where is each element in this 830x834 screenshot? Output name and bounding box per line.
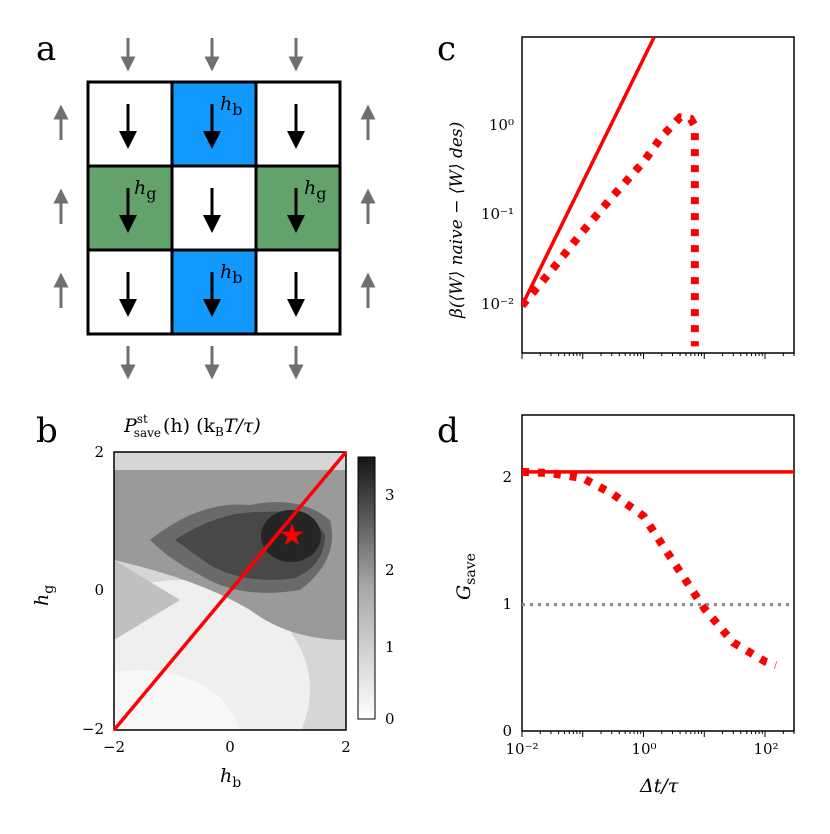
cell-r0-c2 <box>254 80 342 168</box>
heatmap-contour <box>114 670 239 730</box>
series-dotted <box>522 113 699 347</box>
panel-b-x-ticks: −2 0 2 <box>103 738 351 756</box>
panel-a-letter: a <box>36 29 56 69</box>
y-tick: 10⁻² <box>481 295 514 313</box>
panel-b-y-ticks: −2 0 2 <box>82 443 104 738</box>
colorbar-tick: 1 <box>385 638 395 656</box>
colorbar-tick: 0 <box>385 710 395 728</box>
panel-b-title: Pst save (h) (kBT/τ) <box>123 412 261 440</box>
y-tick: 0 <box>502 722 512 740</box>
cell-r0-c0 <box>86 80 174 168</box>
panel-a-grid <box>86 80 342 336</box>
series-dotted <box>522 467 778 670</box>
heatmap-contour <box>114 560 180 640</box>
panel-b-letter: b <box>36 411 58 451</box>
cell-r1-c2 <box>254 164 342 252</box>
hb-label-top: hb <box>220 93 243 119</box>
y-tick: 0 <box>94 581 104 599</box>
colorbar-tick: 2 <box>385 561 395 579</box>
panel-c-frame <box>521 36 795 354</box>
cell-r1-c0 <box>86 164 174 252</box>
y-tick: 2 <box>94 443 104 461</box>
x-tick: 10² <box>753 740 778 758</box>
heatmap-contour <box>261 510 321 562</box>
x-tick: 0 <box>225 738 235 756</box>
colorbar: 0 1 2 3 <box>357 456 395 728</box>
cell-r0-c1 <box>170 80 258 168</box>
y-tick: 2 <box>502 468 512 486</box>
colorbar-scale <box>357 456 376 720</box>
cell-r1-c1 <box>170 164 258 252</box>
heatmap-frame <box>113 451 347 731</box>
y-tick: 1 <box>502 595 512 613</box>
cell-r2-c2 <box>254 248 342 336</box>
cell-r2-c1 <box>170 248 258 336</box>
panel-c-y-ticks: 10⁰ 10⁻¹ 10⁻² <box>481 116 514 313</box>
panel-b-ylabel: hg <box>31 585 57 606</box>
panel-d-frame <box>521 414 795 732</box>
panel-d-ylabel: Gsave <box>453 553 479 600</box>
spin-arrows <box>119 104 305 317</box>
hb-label-bottom: hb <box>220 261 243 287</box>
x-tick: 10⁰ <box>631 740 656 758</box>
x-tick: 2 <box>341 738 351 756</box>
y-tick: 10⁻¹ <box>481 205 514 223</box>
panel-c-plot <box>521 36 795 359</box>
panel-d-letter: d <box>437 411 459 451</box>
heatmap-plot: ★ <box>112 450 348 732</box>
hg-label-right: hg <box>304 177 327 203</box>
panel-b-xlabel: hb <box>220 765 241 791</box>
diagonal-line <box>112 450 348 732</box>
y-tick: 10⁰ <box>489 116 514 134</box>
panel-c-ylabel: β(⟨W⟩ naive − ⟨W⟩ des) <box>447 122 467 319</box>
colorbar-tick: 3 <box>385 486 395 504</box>
y-tick: −2 <box>82 720 104 738</box>
star-marker: ★ <box>279 518 306 553</box>
cell-r2-c0 <box>86 248 174 336</box>
series-solid <box>522 37 656 307</box>
x-tick: −2 <box>103 738 125 756</box>
boundary-arrows <box>53 38 376 380</box>
panel-d-x-ticks: 10⁻² 10⁰ 10² <box>505 740 778 758</box>
x-tick: 10⁻² <box>505 740 538 758</box>
panel-d-xlabel: Δt/τ <box>639 775 679 797</box>
panel-d-plot <box>521 414 795 737</box>
panel-d-y-ticks: 0 1 2 <box>502 468 512 740</box>
panel-c-letter: c <box>437 29 456 69</box>
hg-label-left: hg <box>134 177 157 203</box>
